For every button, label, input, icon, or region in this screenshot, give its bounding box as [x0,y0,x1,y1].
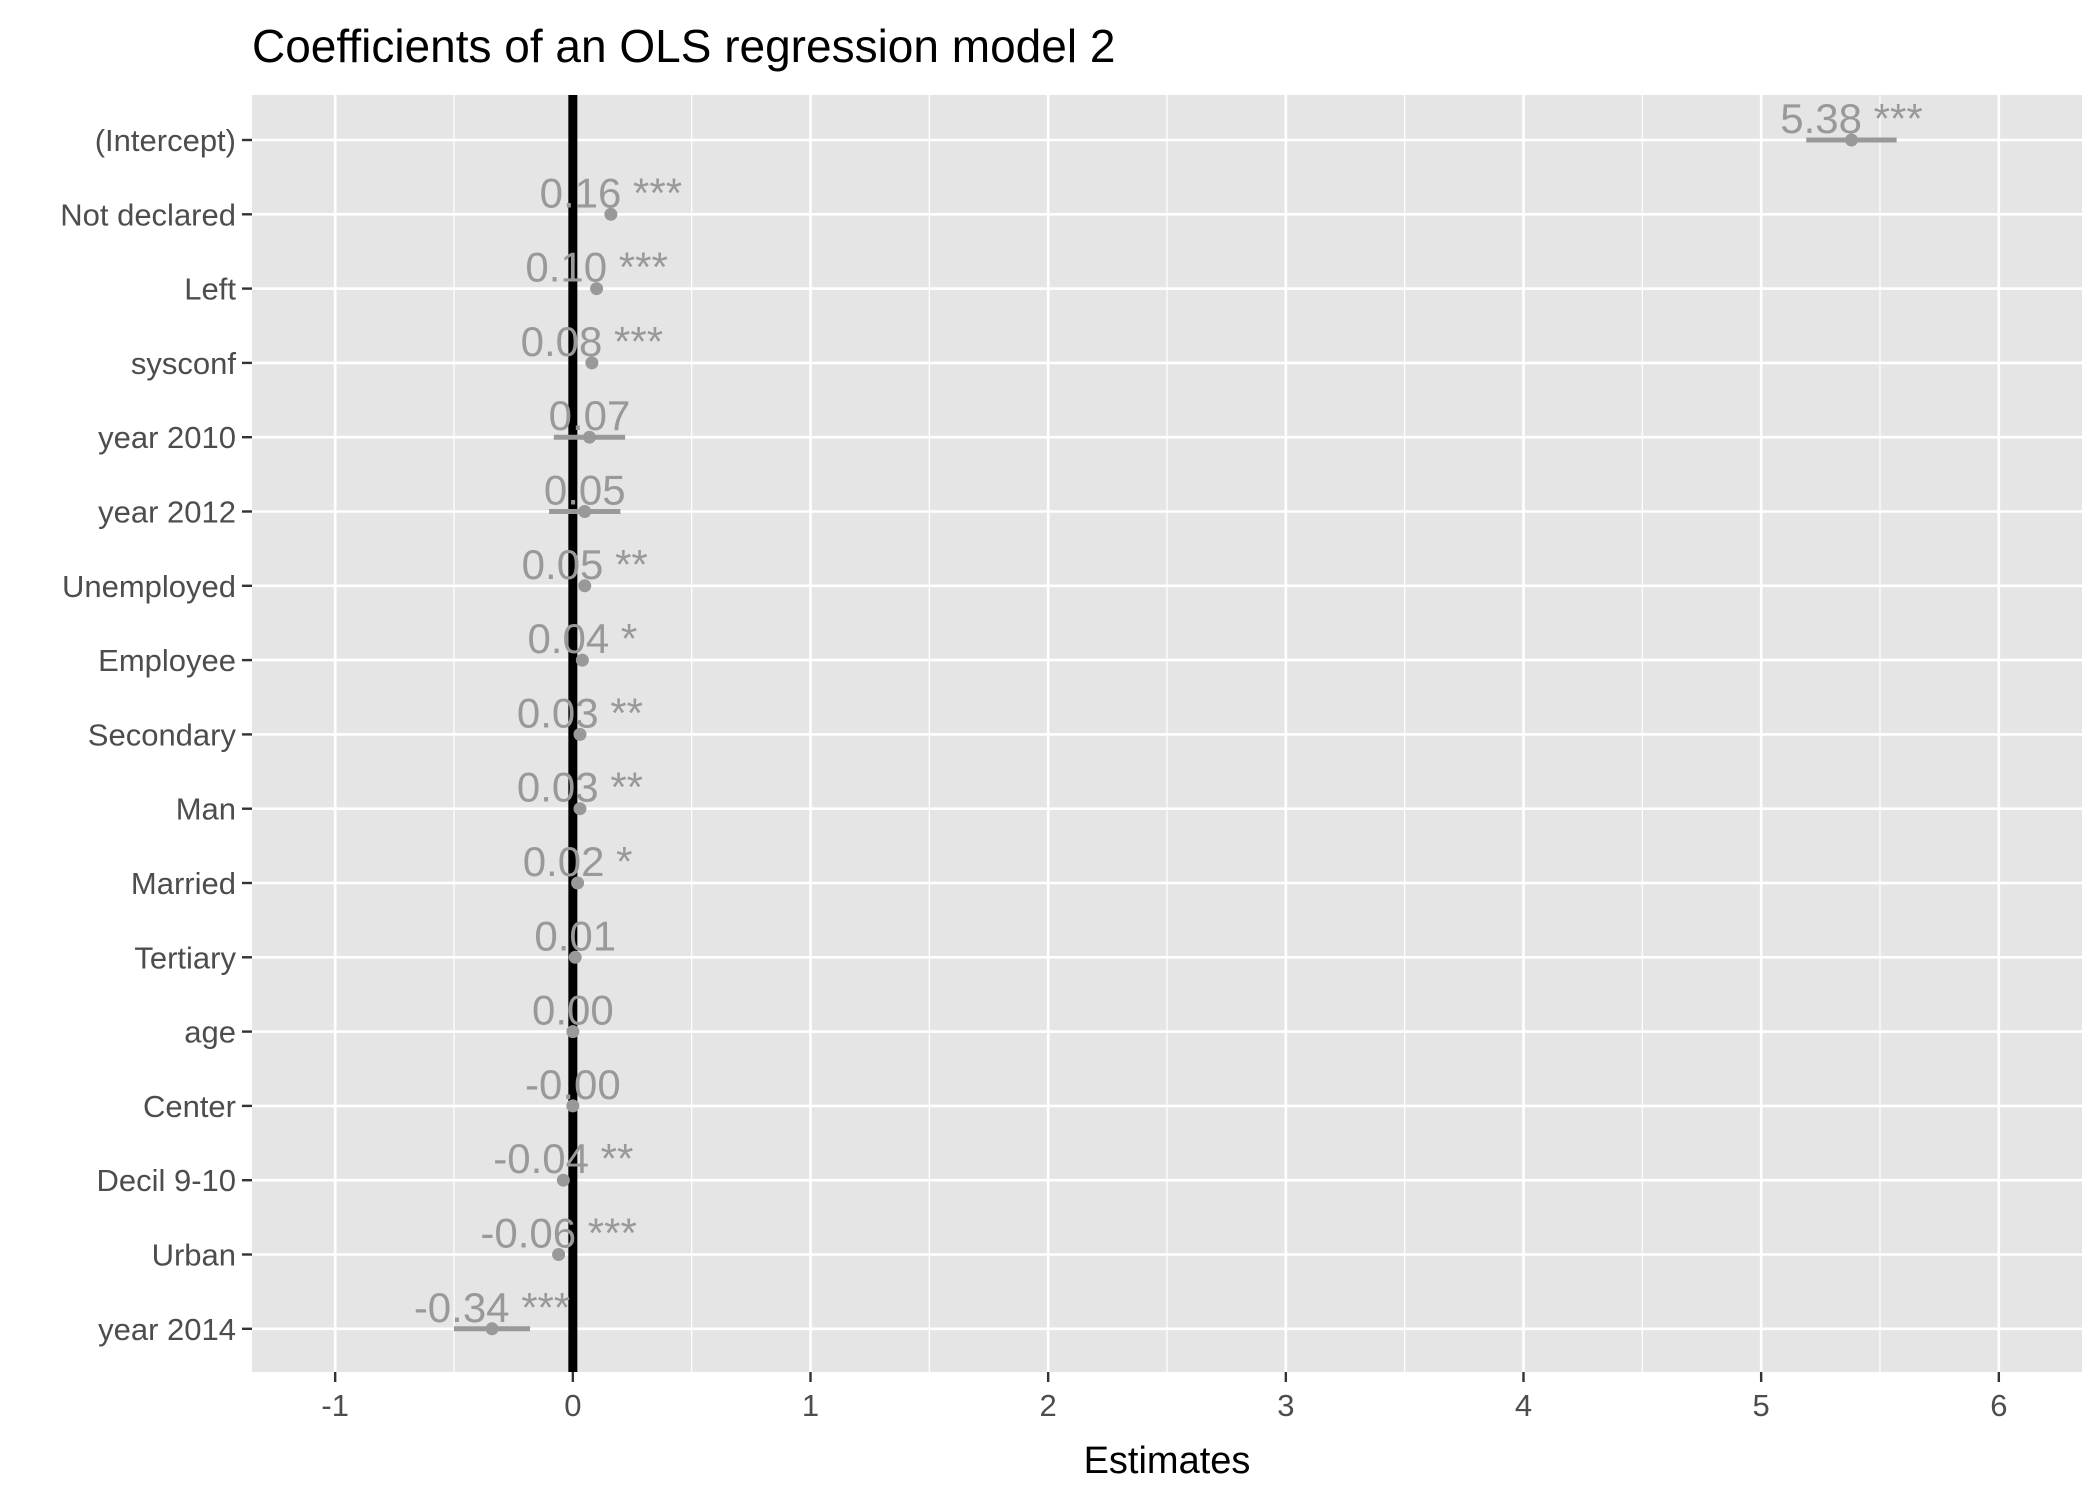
y-tick-label: Employee [98,643,236,678]
estimate-label: -0.04 ** [493,1135,633,1182]
estimate-point [556,1173,570,1187]
estimate-point [566,1025,580,1039]
x-axis: -1 0 1 2 3 4 5 6 [321,1372,2007,1423]
estimate-label: 0.01 [534,912,616,959]
estimate-label: 0.07 [549,392,631,439]
y-tick-label: sysconf [131,346,236,381]
estimate-label: 0.00 [532,987,614,1034]
estimate-points [485,133,1858,1336]
y-tick-label: Center [143,1089,236,1124]
estimate-point [568,950,582,964]
estimate-point [552,1248,566,1261]
y-tick-label: age [184,1015,236,1050]
y-tick-label: year 2012 [98,495,236,530]
x-tick-label: 2 [1040,1388,1057,1423]
chart-title: Coefficients of an OLS regression model … [252,20,1115,72]
x-tick-label: 5 [1753,1388,1770,1423]
y-tick-label: Man [176,792,236,827]
y-tick-label: year 2014 [98,1312,236,1347]
estimate-point [575,653,589,667]
estimate-label: 0.02 * [523,838,633,885]
y-tick-label: (Intercept) [95,123,236,158]
estimate-point [573,802,587,816]
estimate-point [485,1322,499,1336]
x-tick-label: 1 [802,1388,819,1423]
y-tick-label: Decil 9-10 [96,1163,236,1198]
y-tick-label: Left [184,272,236,307]
estimate-label: 0.05 ** [522,541,648,588]
x-tick-label: 0 [564,1388,581,1423]
y-tick-label: Secondary [88,717,237,752]
estimate-point [590,282,604,296]
estimate-label: 0.05 [544,467,626,514]
x-tick-label: 4 [1515,1388,1532,1423]
estimate-point [578,505,592,518]
estimate-point [566,1099,580,1113]
x-axis-title: Estimates [1084,1440,1251,1482]
estimate-label: -0.06 *** [480,1210,636,1257]
estimate-label: 0.10 *** [525,244,667,291]
estimate-point [573,727,587,741]
estimate-label: 0.04 * [527,615,637,662]
estimate-label: 0.03 ** [517,689,643,736]
y-axis: (Intercept) Not declared Left sysconf year 2… [60,123,252,1347]
estimate-point [585,356,599,370]
estimate-label: -0.00 [525,1061,621,1108]
estimate-point [582,430,596,444]
estimate-point [571,876,585,890]
x-tick-label: 3 [1277,1388,1294,1423]
y-tick-label: Tertiary [134,940,236,975]
x-tick-label: 6 [1990,1388,2007,1423]
y-tick-label: year 2010 [98,420,236,455]
estimate-label: -0.34 *** [414,1284,570,1331]
y-tick-label: Urban [152,1238,236,1273]
y-tick-label: Unemployed [62,569,236,604]
estimate-point [1844,133,1858,147]
estimate-label: 0.16 *** [540,169,682,216]
estimate-label: 5.38 *** [1780,95,1922,142]
estimate-label: 0.03 ** [517,764,643,811]
estimate-labels: 5.38 *** 0.16 *** 0.10 *** 0.08 *** 0.07 0.05… [414,95,1923,1331]
estimate-point [578,579,592,593]
estimate-label: 0.08 *** [521,318,663,365]
estimate-point [604,207,618,221]
y-tick-label: Not declared [60,197,236,232]
x-tick-label: -1 [321,1388,349,1423]
y-tick-label: Married [131,866,236,901]
